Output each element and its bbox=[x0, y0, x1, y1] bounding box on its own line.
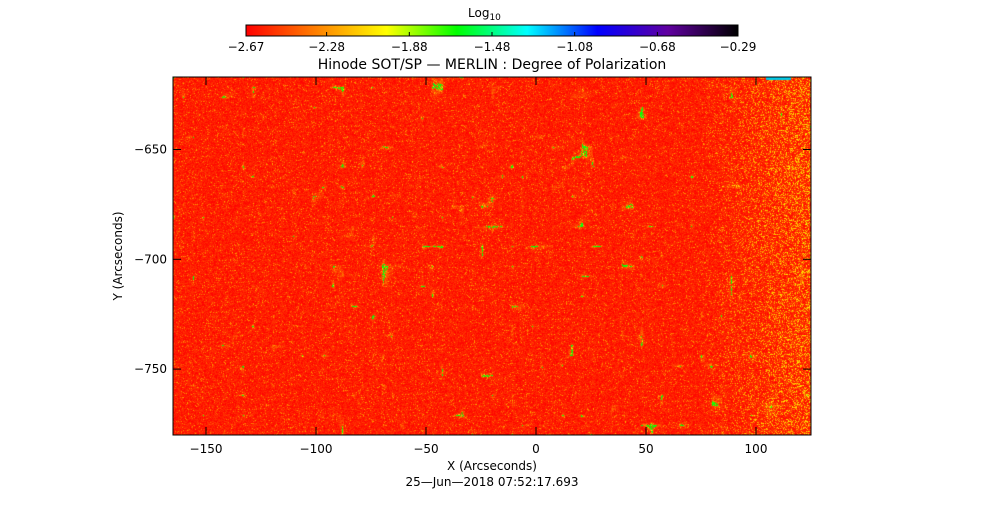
colorbar-tick-label: −1.08 bbox=[556, 40, 593, 54]
colorbar-tick-label: −1.48 bbox=[474, 40, 511, 54]
plot-area bbox=[172, 76, 812, 436]
y-axis-label: Y (Arcseconds) bbox=[111, 211, 125, 301]
colorbar-tick-label: −2.28 bbox=[308, 40, 345, 54]
colorbar-tick-label: −0.29 bbox=[720, 40, 757, 54]
y-axis: −650 −700 −750 bbox=[134, 142, 811, 376]
colorbar-tick-label: −2.67 bbox=[228, 40, 265, 54]
x-tick-label: 50 bbox=[638, 442, 653, 456]
x-tick-label: −100 bbox=[300, 442, 333, 456]
y-tick-label: −650 bbox=[134, 142, 167, 156]
colorbar-label: Log10 bbox=[468, 6, 501, 23]
colorbar: Log10 −2.67 −2.28 −1.88 −1.48 −1.08 −0.68 −0.2… bbox=[228, 6, 757, 54]
x-axis: −150 −100 −50 0 50 100 bbox=[190, 77, 768, 456]
y-tick-label: −700 bbox=[134, 252, 167, 266]
x-tick-label: 100 bbox=[745, 442, 768, 456]
polarization-map bbox=[173, 77, 811, 435]
plot-frame bbox=[172, 76, 812, 436]
colorbar-tick-label: −0.68 bbox=[639, 40, 676, 54]
y-tick-label: −750 bbox=[134, 362, 167, 376]
timestamp: 25—Jun—2018 07:52:17.693 bbox=[406, 475, 579, 489]
chart-title: Hinode SOT/SP — MERLIN : Degree of Polar… bbox=[318, 57, 667, 73]
x-tick-label: −150 bbox=[190, 442, 223, 456]
colorbar-tick-label: −1.88 bbox=[391, 40, 428, 54]
x-tick-label: 0 bbox=[532, 442, 540, 456]
x-tick-label: −50 bbox=[413, 442, 438, 456]
x-axis-label: X (Arcseconds) bbox=[447, 459, 537, 473]
colorbar-ticks: −2.67 −2.28 −1.88 −1.48 −1.08 −0.68 −0.29 bbox=[228, 32, 757, 54]
